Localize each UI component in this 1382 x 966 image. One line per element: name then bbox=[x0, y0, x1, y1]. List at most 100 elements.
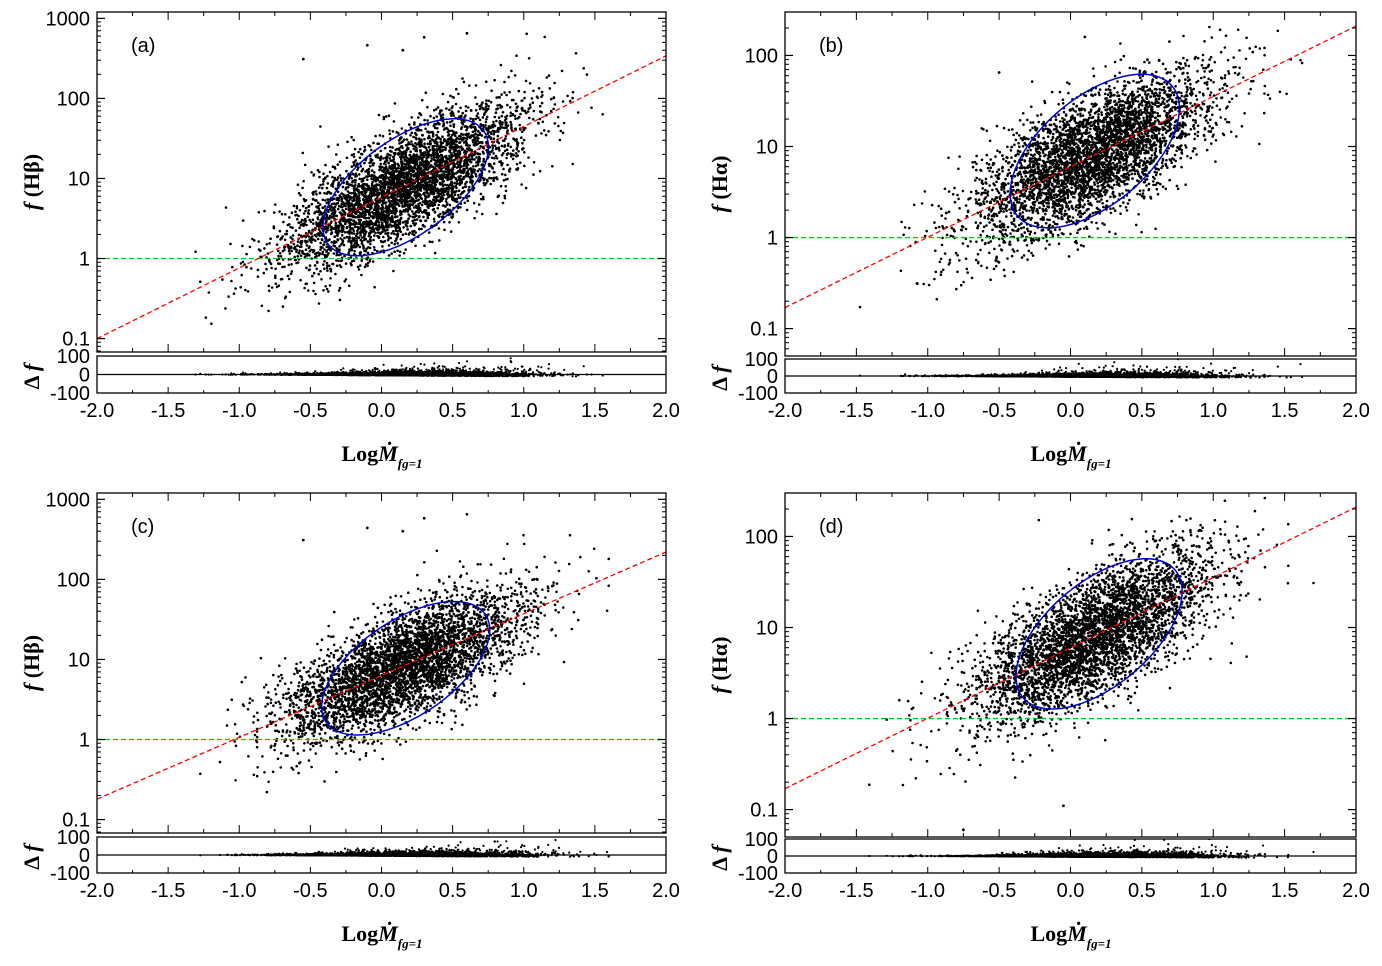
data-point bbox=[352, 138, 356, 142]
panel-label: (a) bbox=[131, 35, 155, 57]
data-point bbox=[312, 271, 316, 275]
data-point bbox=[487, 135, 491, 139]
data-point bbox=[290, 249, 294, 253]
data-point bbox=[394, 239, 397, 243]
data-point bbox=[367, 212, 371, 215]
data-point bbox=[418, 207, 422, 210]
data-point bbox=[412, 221, 415, 225]
data-point bbox=[231, 265, 234, 269]
data-point bbox=[353, 189, 356, 192]
data-point bbox=[455, 87, 458, 91]
data-point bbox=[332, 244, 335, 247]
data-point bbox=[329, 204, 332, 208]
data-point bbox=[374, 187, 377, 191]
data-point bbox=[361, 244, 365, 247]
data-point bbox=[405, 156, 409, 160]
data-point bbox=[459, 192, 463, 196]
data-point bbox=[472, 141, 475, 144]
data-point bbox=[552, 107, 555, 111]
data-point bbox=[460, 132, 463, 136]
data-point bbox=[347, 208, 351, 212]
data-point bbox=[310, 232, 313, 235]
data-point bbox=[449, 112, 453, 115]
data-point bbox=[429, 159, 433, 163]
data-point bbox=[377, 142, 381, 145]
data-point bbox=[329, 232, 333, 235]
data-point bbox=[363, 212, 367, 215]
data-point bbox=[310, 248, 313, 252]
data-point bbox=[464, 105, 468, 108]
data-point bbox=[343, 254, 346, 258]
data-point bbox=[365, 247, 368, 251]
data-point bbox=[377, 113, 381, 117]
data-point bbox=[386, 238, 390, 242]
data-point bbox=[450, 152, 453, 155]
data-point bbox=[404, 203, 408, 206]
data-point bbox=[464, 152, 468, 155]
data-point bbox=[371, 260, 375, 263]
data-point bbox=[492, 152, 495, 155]
data-point bbox=[302, 179, 305, 183]
data-point bbox=[363, 265, 367, 269]
data-point bbox=[424, 196, 427, 200]
data-point bbox=[371, 227, 374, 231]
data-point bbox=[333, 202, 336, 205]
data-point bbox=[367, 144, 370, 147]
data-point bbox=[446, 208, 450, 211]
data-point bbox=[469, 109, 473, 112]
data-point bbox=[467, 188, 471, 191]
data-point bbox=[232, 292, 236, 296]
data-point bbox=[551, 165, 554, 168]
data-point bbox=[524, 186, 528, 190]
data-point bbox=[383, 187, 387, 190]
data-point bbox=[318, 175, 321, 179]
data-point bbox=[417, 184, 421, 188]
data-point bbox=[339, 237, 342, 240]
data-point bbox=[408, 214, 412, 218]
residual-point bbox=[574, 375, 578, 378]
data-point bbox=[269, 262, 273, 266]
data-point bbox=[471, 188, 475, 192]
data-point bbox=[424, 219, 427, 222]
data-point bbox=[502, 167, 505, 171]
data-point bbox=[324, 231, 328, 234]
data-point bbox=[329, 192, 333, 195]
data-point bbox=[345, 225, 349, 229]
data-point bbox=[336, 234, 339, 237]
data-point bbox=[316, 237, 320, 241]
data-point bbox=[379, 232, 382, 235]
data-point bbox=[501, 111, 505, 114]
data-point bbox=[307, 253, 310, 256]
data-point bbox=[410, 196, 413, 199]
data-point bbox=[264, 262, 267, 266]
data-point bbox=[428, 164, 432, 168]
data-point bbox=[353, 193, 356, 196]
data-point bbox=[240, 273, 243, 277]
data-point bbox=[503, 91, 506, 94]
data-point bbox=[404, 181, 408, 185]
data-point bbox=[524, 111, 528, 115]
data-point bbox=[391, 230, 395, 233]
data-point bbox=[404, 248, 407, 251]
data-point bbox=[389, 220, 393, 223]
data-point bbox=[241, 260, 245, 264]
data-point bbox=[338, 245, 341, 248]
data-point bbox=[284, 295, 288, 299]
data-point bbox=[411, 215, 415, 219]
data-point bbox=[502, 139, 506, 142]
data-point bbox=[314, 252, 317, 256]
data-point bbox=[360, 192, 364, 196]
data-point bbox=[355, 232, 359, 236]
data-point bbox=[393, 102, 397, 105]
data-point bbox=[409, 203, 413, 206]
data-point bbox=[312, 248, 315, 252]
data-point bbox=[518, 123, 521, 127]
data-point bbox=[400, 136, 403, 139]
data-point bbox=[537, 121, 540, 125]
data-point bbox=[299, 220, 303, 224]
data-point bbox=[446, 202, 449, 205]
data-point bbox=[460, 126, 464, 129]
data-point bbox=[450, 119, 454, 123]
data-point bbox=[412, 206, 416, 209]
data-point bbox=[207, 291, 211, 294]
